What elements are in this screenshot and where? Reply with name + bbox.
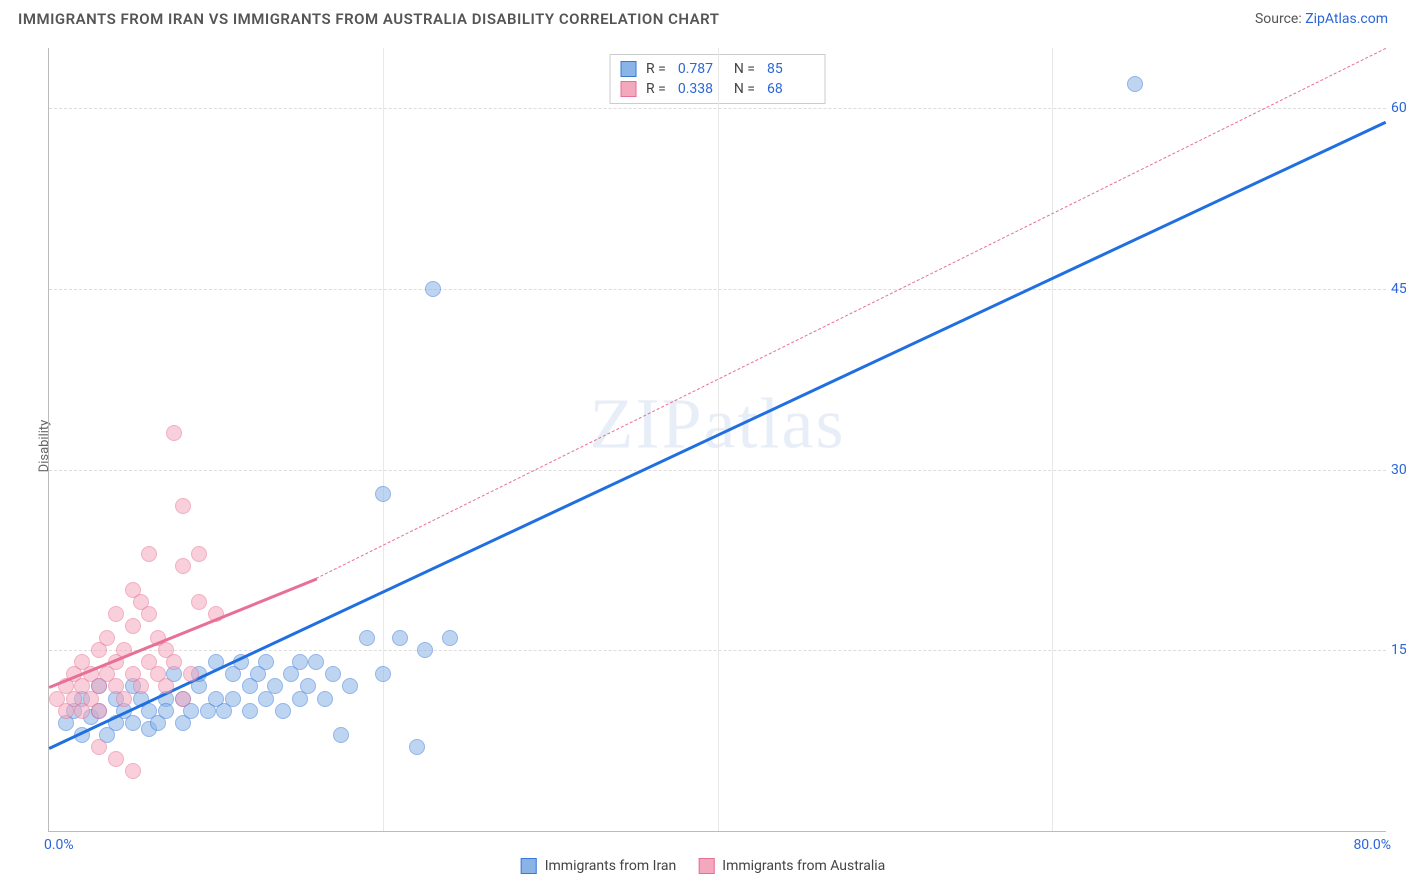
- scatter-point-australia: [141, 606, 157, 622]
- scatter-point-iran: [317, 691, 333, 707]
- scatter-point-iran: [442, 630, 458, 646]
- scatter-point-australia: [141, 546, 157, 562]
- r-value-australia: 0.338: [678, 81, 726, 97]
- chart-title: IMMIGRANTS FROM IRAN VS IMMIGRANTS FROM …: [18, 10, 719, 28]
- scatter-point-australia: [99, 630, 115, 646]
- scatter-point-australia: [125, 618, 141, 634]
- scatter-point-australia: [191, 546, 207, 562]
- scatter-point-australia: [133, 678, 149, 694]
- source-link[interactable]: ZipAtlas.com: [1305, 11, 1388, 27]
- scatter-point-iran: [417, 642, 433, 658]
- scatter-point-iran: [333, 727, 349, 743]
- scatter-point-australia: [108, 606, 124, 622]
- legend-label-australia: Immigrants from Australia: [722, 858, 885, 874]
- series-legend: Immigrants from Iran Immigrants from Aus…: [521, 858, 886, 874]
- gridline-v: [718, 48, 719, 831]
- scatter-point-iran: [325, 666, 341, 682]
- scatter-point-australia: [108, 751, 124, 767]
- legend-label-iran: Immigrants from Iran: [545, 858, 677, 874]
- scatter-point-iran: [375, 486, 391, 502]
- scatter-point-australia: [91, 703, 107, 719]
- y-tick-label: 30.0%: [1391, 462, 1406, 478]
- trend-line: [316, 48, 1386, 579]
- swatch-iran: [521, 858, 537, 874]
- scatter-point-iran: [375, 666, 391, 682]
- scatter-point-iran: [158, 703, 174, 719]
- gridline-v: [1052, 48, 1053, 831]
- y-tick-label: 45.0%: [1391, 281, 1406, 297]
- scatter-point-australia: [158, 678, 174, 694]
- chart-plot-area: ZIPatlas R = 0.787 N = 85 R = 0.338 N = …: [48, 48, 1386, 832]
- r-label: R =: [646, 81, 666, 97]
- scatter-point-australia: [175, 691, 191, 707]
- scatter-point-iran: [300, 678, 316, 694]
- scatter-point-iran: [1127, 76, 1143, 92]
- y-tick-label: 15.0%: [1391, 642, 1406, 658]
- scatter-point-iran: [225, 691, 241, 707]
- x-tick-label: 80.0%: [1353, 837, 1391, 853]
- scatter-point-australia: [183, 666, 199, 682]
- scatter-point-iran: [425, 281, 441, 297]
- scatter-point-australia: [191, 594, 207, 610]
- scatter-point-australia: [91, 739, 107, 755]
- swatch-australia: [620, 81, 636, 97]
- n-value-iran: 85: [767, 61, 815, 77]
- x-tick-label: 0.0%: [44, 837, 74, 853]
- n-value-australia: 68: [767, 81, 815, 97]
- r-value-iran: 0.787: [678, 61, 726, 77]
- scatter-point-iran: [392, 630, 408, 646]
- r-label: R =: [646, 61, 666, 77]
- scatter-point-iran: [275, 703, 291, 719]
- scatter-point-iran: [267, 678, 283, 694]
- scatter-point-iran: [125, 715, 141, 731]
- scatter-point-australia: [166, 425, 182, 441]
- scatter-point-australia: [116, 691, 132, 707]
- scatter-point-iran: [292, 654, 308, 670]
- header: IMMIGRANTS FROM IRAN VS IMMIGRANTS FROM …: [0, 0, 1406, 36]
- scatter-point-australia: [166, 654, 182, 670]
- gridline-v: [383, 48, 384, 831]
- legend-item-iran: Immigrants from Iran: [521, 858, 677, 874]
- source-label: Source:: [1255, 11, 1302, 27]
- scatter-point-iran: [308, 654, 324, 670]
- n-label: N =: [734, 61, 755, 77]
- scatter-point-iran: [242, 703, 258, 719]
- n-label: N =: [734, 81, 755, 97]
- scatter-point-australia: [125, 763, 141, 779]
- legend-item-australia: Immigrants from Australia: [698, 858, 885, 874]
- scatter-point-australia: [175, 558, 191, 574]
- y-tick-label: 60.0%: [1391, 100, 1406, 116]
- scatter-point-iran: [409, 739, 425, 755]
- source-attribution: Source: ZipAtlas.com: [1255, 11, 1388, 27]
- scatter-point-australia: [175, 498, 191, 514]
- scatter-point-iran: [342, 678, 358, 694]
- scatter-point-iran: [258, 654, 274, 670]
- swatch-iran: [620, 61, 636, 77]
- scatter-point-iran: [359, 630, 375, 646]
- swatch-australia: [698, 858, 714, 874]
